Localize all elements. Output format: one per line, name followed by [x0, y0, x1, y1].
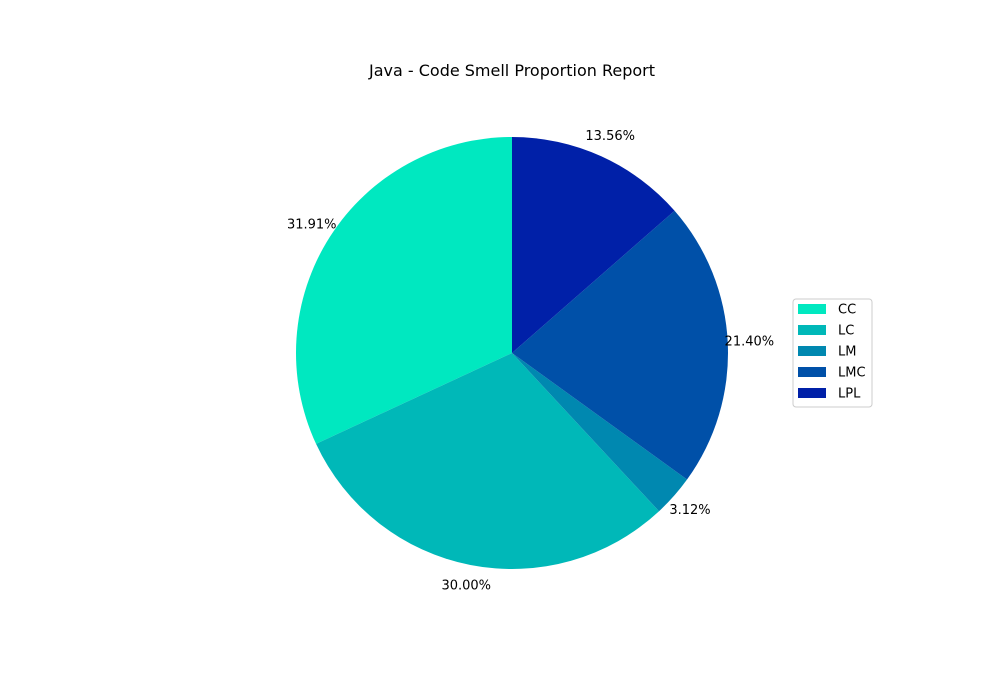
pie-label-lmc: 21.40%	[725, 334, 775, 349]
legend-swatch-cc	[798, 304, 826, 314]
pie-percent-labels: 31.91% 30.00% 3.12% 21.40% 13.56%	[287, 129, 774, 594]
legend-label-cc: CC	[838, 303, 856, 318]
legend-label-lc: LC	[838, 324, 854, 339]
pie-label-lm: 3.12%	[669, 503, 710, 518]
pie-label-cc: 31.91%	[287, 218, 337, 233]
legend-swatch-lc	[798, 325, 826, 335]
pie-label-lpl: 13.56%	[585, 129, 635, 144]
pie-slices	[295, 137, 728, 569]
legend-swatch-lm	[798, 346, 826, 356]
pie-slice-lc	[316, 353, 660, 569]
legend-label-lm: LM	[838, 345, 856, 360]
legend-swatch-lmc	[798, 367, 826, 377]
chart-title: Java - Code Smell Proportion Report	[368, 61, 655, 80]
pie-slice-cc	[295, 137, 512, 444]
legend-label-lpl: LPL	[838, 387, 861, 402]
pie-slice-lmc	[512, 210, 728, 480]
legend-swatch-lpl	[798, 388, 826, 398]
pie-label-lc: 30.00%	[441, 579, 491, 594]
legend: CC LC LM LMC LPL	[792, 298, 873, 408]
pie-slice-lm	[512, 353, 688, 512]
legend-label-lmc: LMC	[838, 366, 866, 381]
pie-slice-lpl	[512, 137, 675, 353]
